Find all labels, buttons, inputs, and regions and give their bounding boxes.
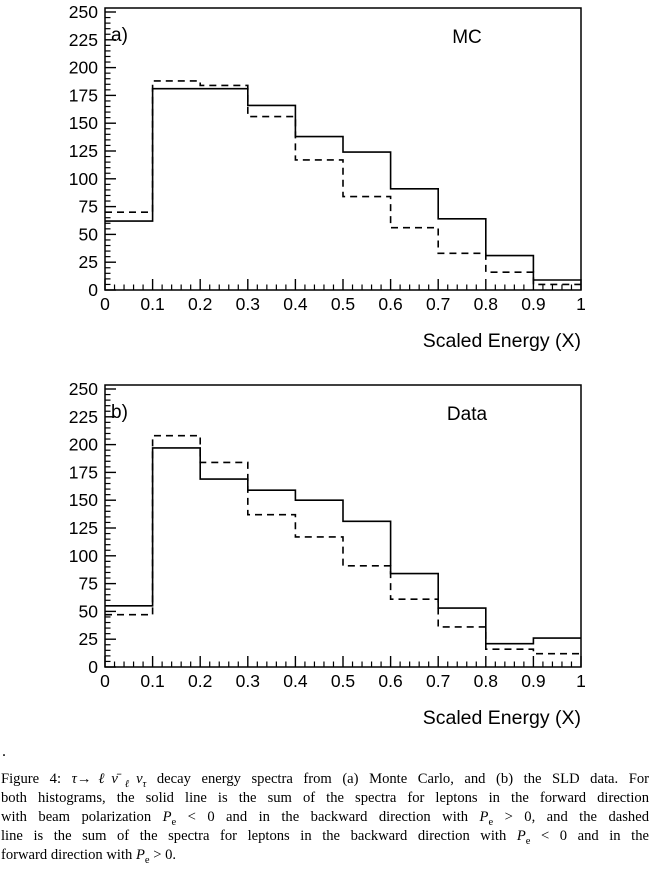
x-tick-label: 0.5 xyxy=(331,294,355,314)
histogram-panel-b: 0 0.1 0.2 0.3 0.4 0.5 0.6 0.7 0.8 0.9 1 0 25 50 75 100 1… xyxy=(69,379,586,729)
panel-title: Data xyxy=(447,404,488,425)
y-tick-label: 175 xyxy=(69,85,98,105)
x-tick-label: 0 xyxy=(100,671,110,691)
x-tick-label: 0.2 xyxy=(188,671,212,691)
x-axis-title: Scaled Energy (X) xyxy=(423,330,581,352)
x-tick-label: 0 xyxy=(100,294,110,314)
x-tick-label: 0.8 xyxy=(474,671,498,691)
y-tick-label: 200 xyxy=(69,435,98,455)
caption-line: Figure 4: τ→ℓν̄ℓντ decay energy spectra … xyxy=(1,771,649,790)
y-tick-label: 250 xyxy=(69,379,98,399)
plot-frame xyxy=(104,384,582,668)
y-tick-label: 225 xyxy=(69,407,98,427)
solid-histogram-path xyxy=(105,447,581,645)
y-tick-label: 150 xyxy=(69,113,98,133)
y-tick-label: 175 xyxy=(69,462,98,482)
x-axis-title: Scaled Energy (X) xyxy=(423,707,581,729)
y-tick-label: 50 xyxy=(79,224,99,244)
y-tick-label: 75 xyxy=(79,197,98,217)
y-tick-label: 100 xyxy=(69,169,98,189)
y-tick-label: 250 xyxy=(69,2,98,22)
x-tick-label: 0.1 xyxy=(140,671,164,691)
dashed-histogram-path xyxy=(105,434,581,655)
y-tick-label: 150 xyxy=(69,490,98,510)
x-tick-label: 1 xyxy=(576,294,586,314)
x-tick-label: 0.1 xyxy=(140,294,164,314)
y-tick-label: 25 xyxy=(79,252,98,272)
caption-line: forward direction with Pe > 0. xyxy=(1,847,177,866)
x-tick-label: 0.9 xyxy=(521,671,545,691)
y-tick-label: 225 xyxy=(69,30,98,50)
y-tick-label: 125 xyxy=(69,518,98,538)
y-tick-label: 0 xyxy=(88,657,98,677)
caption-line: both histograms, the solid line is the s… xyxy=(1,790,649,806)
caption-line: line is the sum of the spectra for lepto… xyxy=(1,828,649,847)
x-tick-label: 0.8 xyxy=(474,294,498,314)
x-tick-label: 0.3 xyxy=(236,671,260,691)
x-tick-label: 0.4 xyxy=(283,671,308,691)
x-tick-label: 0.6 xyxy=(378,294,402,314)
panel-letter: b) xyxy=(111,402,128,423)
stray-period: . xyxy=(2,743,6,760)
y-tick-label: 125 xyxy=(69,141,98,161)
histogram-panel-a: 0 0.1 0.2 0.3 0.4 0.5 0.6 0.7 0.8 0.9 1 0 25 50 75 100 1… xyxy=(69,2,586,352)
x-tick-label: 0.3 xyxy=(236,294,260,314)
x-tick-label: 0.5 xyxy=(331,671,355,691)
x-tick-label: 0.4 xyxy=(283,294,308,314)
dashed-histogram-path xyxy=(105,80,581,286)
y-tick-label: 50 xyxy=(79,601,99,621)
panel-letter: a) xyxy=(111,25,128,46)
caption-line: with beam polarization Pe < 0 and in the… xyxy=(1,809,649,828)
x-tick-label: 0.7 xyxy=(426,294,450,314)
y-tick-label: 0 xyxy=(88,280,98,300)
y-tick-label: 200 xyxy=(69,58,98,78)
y-tick-label: 100 xyxy=(69,546,98,566)
x-tick-label: 0.7 xyxy=(426,671,450,691)
figure-caption: Figure 4: τ→ℓν̄ℓντ decay energy spectra … xyxy=(1,770,649,866)
x-tick-label: 1 xyxy=(576,671,586,691)
y-tick-label: 25 xyxy=(79,629,98,649)
y-tick-label: 75 xyxy=(79,574,98,594)
x-tick-label: 0.6 xyxy=(378,671,402,691)
x-tick-label: 0.9 xyxy=(521,294,545,314)
panel-title: MC xyxy=(452,27,482,48)
x-tick-label: 0.2 xyxy=(188,294,212,314)
